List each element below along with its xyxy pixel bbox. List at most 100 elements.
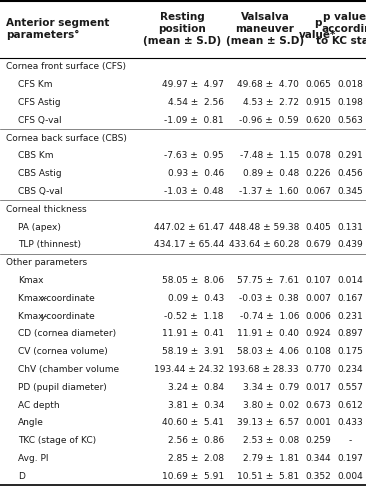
Text: 0.291: 0.291 xyxy=(337,152,363,160)
Text: 0.014: 0.014 xyxy=(337,276,363,285)
Text: 3.80 ±  0.02: 3.80 ± 0.02 xyxy=(243,400,299,410)
Text: AC depth: AC depth xyxy=(18,400,60,410)
Text: 0.345: 0.345 xyxy=(337,187,363,196)
Text: -0.74 ±  1.06: -0.74 ± 1.06 xyxy=(239,311,299,321)
Text: Kmax: Kmax xyxy=(18,294,46,303)
Text: 3.24 ±  0.84: 3.24 ± 0.84 xyxy=(168,383,224,392)
Text: -7.63 ±  0.95: -7.63 ± 0.95 xyxy=(164,152,224,160)
Text: -0.52 ±  1.18: -0.52 ± 1.18 xyxy=(164,311,224,321)
Text: Corneal thickness: Corneal thickness xyxy=(6,205,87,214)
Text: CBS Q-val: CBS Q-val xyxy=(18,187,63,196)
Text: 0.131: 0.131 xyxy=(337,222,363,232)
Text: 11.91 ±  0.41: 11.91 ± 0.41 xyxy=(162,330,224,338)
Text: 0.018: 0.018 xyxy=(337,80,363,89)
Text: TKC (stage of KC): TKC (stage of KC) xyxy=(18,436,96,445)
Text: y: y xyxy=(40,311,45,321)
Text: 0.352: 0.352 xyxy=(305,472,331,481)
Text: 0.108: 0.108 xyxy=(305,347,331,356)
Text: -coordinate: -coordinate xyxy=(44,311,96,321)
Text: 2.85 ±  2.08: 2.85 ± 2.08 xyxy=(168,454,224,463)
Text: PA (apex): PA (apex) xyxy=(18,222,61,232)
Text: 2.56 ±  0.86: 2.56 ± 0.86 xyxy=(168,436,224,445)
Text: Kmax: Kmax xyxy=(18,276,44,285)
Text: 0.439: 0.439 xyxy=(337,241,363,249)
Text: 0.563: 0.563 xyxy=(337,116,363,125)
Text: CBS Km: CBS Km xyxy=(18,152,53,160)
Text: 0.007: 0.007 xyxy=(305,294,331,303)
Text: 0.001: 0.001 xyxy=(305,418,331,428)
Text: 193.68 ± 28.33: 193.68 ± 28.33 xyxy=(228,365,299,374)
Text: CV (cornea volume): CV (cornea volume) xyxy=(18,347,108,356)
Text: 193.44 ± 24.32: 193.44 ± 24.32 xyxy=(154,365,224,374)
Text: 10.69 ±  5.91: 10.69 ± 5.91 xyxy=(162,472,224,481)
Text: 447.02 ± 61.47: 447.02 ± 61.47 xyxy=(154,222,224,232)
Text: 4.54 ±  2.56: 4.54 ± 2.56 xyxy=(168,98,224,107)
Text: 0.067: 0.067 xyxy=(305,187,331,196)
Text: 0.620: 0.620 xyxy=(305,116,331,125)
Text: 0.197: 0.197 xyxy=(337,454,363,463)
Text: 0.924: 0.924 xyxy=(305,330,331,338)
Text: 57.75 ±  7.61: 57.75 ± 7.61 xyxy=(237,276,299,285)
Text: 0.897: 0.897 xyxy=(337,330,363,338)
Text: 3.81 ±  0.34: 3.81 ± 0.34 xyxy=(168,400,224,410)
Text: CFS Q-val: CFS Q-val xyxy=(18,116,61,125)
Text: 11.91 ±  0.40: 11.91 ± 0.40 xyxy=(237,330,299,338)
Text: Cornea front surface (CFS): Cornea front surface (CFS) xyxy=(6,62,126,71)
Text: Valsalva
maneuver
(mean ± S.D): Valsalva maneuver (mean ± S.D) xyxy=(226,12,304,46)
Text: D: D xyxy=(18,472,25,481)
Text: 10.51 ±  5.81: 10.51 ± 5.81 xyxy=(237,472,299,481)
Text: Other parameters: Other parameters xyxy=(6,258,87,267)
Text: -coordinate: -coordinate xyxy=(44,294,96,303)
Text: 448.48 ± 59.38: 448.48 ± 59.38 xyxy=(229,222,299,232)
Text: 3.34 ±  0.79: 3.34 ± 0.79 xyxy=(243,383,299,392)
Text: 0.231: 0.231 xyxy=(337,311,363,321)
Text: 4.53 ±  2.72: 4.53 ± 2.72 xyxy=(243,98,299,107)
Text: TLP (thinnest): TLP (thinnest) xyxy=(18,241,81,249)
Text: Angle: Angle xyxy=(18,418,44,428)
Text: 0.405: 0.405 xyxy=(305,222,331,232)
Text: 0.433: 0.433 xyxy=(337,418,363,428)
Text: 40.60 ±  5.41: 40.60 ± 5.41 xyxy=(162,418,224,428)
Text: 2.79 ±  1.81: 2.79 ± 1.81 xyxy=(243,454,299,463)
Text: Avg. PI: Avg. PI xyxy=(18,454,49,463)
Text: -7.48 ±  1.15: -7.48 ± 1.15 xyxy=(239,152,299,160)
Text: 0.078: 0.078 xyxy=(305,152,331,160)
Text: 0.557: 0.557 xyxy=(337,383,363,392)
Text: 0.915: 0.915 xyxy=(305,98,331,107)
Text: p
value*: p value* xyxy=(299,18,337,40)
Text: 0.456: 0.456 xyxy=(337,169,363,178)
Text: CBS Astig: CBS Astig xyxy=(18,169,61,178)
Text: Kmax: Kmax xyxy=(18,311,46,321)
Text: 0.93 ±  0.46: 0.93 ± 0.46 xyxy=(168,169,224,178)
Text: 0.175: 0.175 xyxy=(337,347,363,356)
Text: 58.05 ±  8.06: 58.05 ± 8.06 xyxy=(162,276,224,285)
Text: 49.68 ±  4.70: 49.68 ± 4.70 xyxy=(237,80,299,89)
Text: -0.03 ±  0.38: -0.03 ± 0.38 xyxy=(239,294,299,303)
Text: -1.37 ±  1.60: -1.37 ± 1.60 xyxy=(239,187,299,196)
Text: 49.97 ±  4.97: 49.97 ± 4.97 xyxy=(162,80,224,89)
Text: x: x xyxy=(40,294,45,303)
Text: -1.09 ±  0.81: -1.09 ± 0.81 xyxy=(164,116,224,125)
Text: 0.09 ±  0.43: 0.09 ± 0.43 xyxy=(168,294,224,303)
Text: 39.13 ±  6.57: 39.13 ± 6.57 xyxy=(237,418,299,428)
Text: CFS Km: CFS Km xyxy=(18,80,52,89)
Text: 0.344: 0.344 xyxy=(305,454,331,463)
Text: 0.673: 0.673 xyxy=(305,400,331,410)
Text: Cornea back surface (CBS): Cornea back surface (CBS) xyxy=(6,134,127,143)
Text: 0.006: 0.006 xyxy=(305,311,331,321)
Text: 0.017: 0.017 xyxy=(305,383,331,392)
Text: -1.03 ±  0.48: -1.03 ± 0.48 xyxy=(164,187,224,196)
Text: 0.198: 0.198 xyxy=(337,98,363,107)
Text: 58.03 ±  4.06: 58.03 ± 4.06 xyxy=(237,347,299,356)
Text: 0.065: 0.065 xyxy=(305,80,331,89)
Text: 0.612: 0.612 xyxy=(337,400,363,410)
Text: 434.17 ± 65.44: 434.17 ± 65.44 xyxy=(154,241,224,249)
Text: CD (cornea diameter): CD (cornea diameter) xyxy=(18,330,116,338)
Text: 433.64 ± 60.28: 433.64 ± 60.28 xyxy=(229,241,299,249)
Text: 0.004: 0.004 xyxy=(337,472,363,481)
Text: 2.53 ±  0.08: 2.53 ± 0.08 xyxy=(243,436,299,445)
Text: 0.234: 0.234 xyxy=(337,365,363,374)
Text: PD (pupil diameter): PD (pupil diameter) xyxy=(18,383,107,392)
Text: p value**
according
to KC stage: p value** according to KC stage xyxy=(316,12,366,46)
Text: 0.679: 0.679 xyxy=(305,241,331,249)
